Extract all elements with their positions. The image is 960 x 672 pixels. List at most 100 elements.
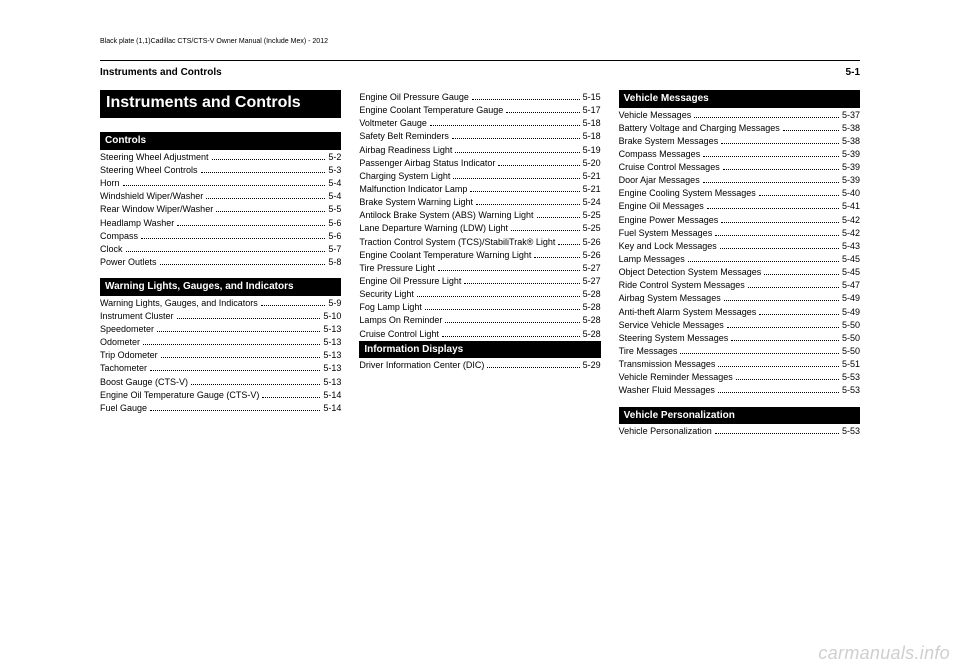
info-displays-heading: Information Displays: [359, 341, 600, 359]
toc-label: Lane Departure Warning (LDW) Light: [359, 222, 508, 234]
toc-page: 5-39: [842, 174, 860, 186]
toc-page: 5-3: [328, 164, 341, 176]
toc-item: Brake System Warning Light5-24: [359, 196, 600, 208]
toc-dots: [177, 318, 321, 319]
toc-page: 5-28: [583, 328, 601, 340]
toc-dots: [694, 117, 839, 118]
vehicle-personalization-list: Vehicle Personalization5-53: [619, 425, 860, 437]
toc-item: Boost Gauge (CTS-V)5-13: [100, 376, 341, 388]
toc-label: Security Light: [359, 288, 414, 300]
toc-dots: [438, 270, 580, 271]
toc-dots: [191, 384, 320, 385]
toc-label: Trip Odometer: [100, 349, 158, 361]
toc-dots: [425, 309, 580, 310]
toc-dots: [721, 143, 839, 144]
page: Instruments and Controls 5-1 Instruments…: [0, 0, 960, 467]
toc-dots: [506, 112, 579, 113]
toc-page: 5-27: [583, 262, 601, 274]
toc-page: 5-42: [842, 214, 860, 226]
toc-page: 5-25: [583, 209, 601, 221]
toc-item: Driver Information Center (DIC) 5-29: [359, 359, 600, 371]
toc-item: Vehicle Reminder Messages5-53: [619, 371, 860, 383]
toc-dots: [261, 305, 326, 306]
toc-item: Tire Pressure Light 5-27: [359, 262, 600, 274]
toc-item: Odometer5-13: [100, 336, 341, 348]
toc-label: Driver Information Center (DIC): [359, 359, 484, 371]
toc-label: Instrument Cluster: [100, 310, 174, 322]
toc-label: Fuel Gauge: [100, 402, 147, 414]
toc-label: Fog Lamp Light: [359, 301, 422, 313]
toc-page: 5-19: [583, 144, 601, 156]
toc-dots: [688, 261, 839, 262]
toc-item: Power Outlets5-8: [100, 256, 341, 268]
toc-dots: [723, 169, 839, 170]
toc-label: Headlamp Washer: [100, 217, 174, 229]
toc-item: Antilock Brake System (ABS) Warning Ligh…: [359, 209, 600, 221]
toc-label: Engine Coolant Temperature Gauge: [359, 104, 503, 116]
toc-dots: [731, 340, 839, 341]
toc-label: Voltmeter Gauge: [359, 117, 427, 129]
toc-page: 5-49: [842, 292, 860, 304]
toc-item: Door Ajar Messages5-39: [619, 174, 860, 186]
toc-item: Ride Control System Messages5-47: [619, 279, 860, 291]
toc-page: 5-41: [842, 200, 860, 212]
toc-page: 5-53: [842, 384, 860, 396]
toc-label: Vehicle Reminder Messages: [619, 371, 733, 383]
toc-page: 5-29: [583, 359, 601, 371]
toc-dots: [537, 217, 580, 218]
toc-item: Instrument Cluster5-10: [100, 310, 341, 322]
toc-label: Cruise Control Light: [359, 328, 439, 340]
toc-dots: [476, 204, 580, 205]
toc-page: 5-38: [842, 135, 860, 147]
toc-page: 5-39: [842, 161, 860, 173]
column-3: Vehicle Messages Vehicle Messages5-37Bat…: [619, 90, 860, 447]
toc-label: Key and Lock Messages: [619, 240, 717, 252]
toc-label: Fuel System Messages: [619, 227, 713, 239]
toc-label: Transmission Messages: [619, 358, 716, 370]
toc-label: Airbag Readiness Light: [359, 144, 452, 156]
toc-page: 5-13: [323, 336, 341, 348]
toc-page: 5-15: [583, 91, 601, 103]
toc-dots: [157, 331, 320, 332]
toc-label: Passenger Airbag Status Indicator: [359, 157, 495, 169]
toc-page: 5-2: [328, 151, 341, 163]
toc-dots: [212, 159, 326, 160]
toc-item: Steering System Messages5-50: [619, 332, 860, 344]
toc-label: Engine Oil Pressure Gauge: [359, 91, 469, 103]
toc-page: 5-6: [328, 230, 341, 242]
toc-dots: [472, 99, 580, 100]
toc-item: Vehicle Messages5-37: [619, 109, 860, 121]
vehicle-messages-heading: Vehicle Messages: [619, 90, 860, 108]
toc-dots: [430, 125, 580, 126]
toc-page: 5-51: [842, 358, 860, 370]
controls-heading: Controls: [100, 132, 341, 150]
toc-page: 5-13: [323, 323, 341, 335]
toc-dots: [417, 296, 580, 297]
toc-page: 5-37: [842, 109, 860, 121]
toc-page: 5-6: [328, 217, 341, 229]
chapter-title: Instruments and Controls: [100, 90, 341, 118]
toc-label: Tire Pressure Light: [359, 262, 435, 274]
toc-label: Engine Coolant Temperature Warning Light: [359, 249, 531, 261]
columns: Instruments and Controls Controls Steeri…: [100, 90, 860, 447]
toc-page: 5-27: [583, 275, 601, 287]
toc-page: 5-45: [842, 253, 860, 265]
toc-label: Malfunction Indicator Lamp: [359, 183, 467, 195]
toc-dots: [534, 257, 579, 258]
toc-label: Vehicle Personalization: [619, 425, 712, 437]
toc-item: Tire Messages5-50: [619, 345, 860, 357]
toc-item: Lamp Messages 5-45: [619, 253, 860, 265]
toc-dots: [470, 191, 579, 192]
toc-item: Compass5-6: [100, 230, 341, 242]
toc-item: Service Vehicle Messages5-50: [619, 319, 860, 331]
toc-page: 5-43: [842, 240, 860, 252]
toc-item: Airbag System Messages5-49: [619, 292, 860, 304]
toc-dots: [715, 235, 839, 236]
toc-label: Lamp Messages: [619, 253, 685, 265]
toc-dots: [464, 283, 579, 284]
toc-dots: [177, 225, 325, 226]
warning-heading: Warning Lights, Gauges, and Indicators: [100, 278, 341, 296]
toc-page: 5-50: [842, 319, 860, 331]
toc-dots: [707, 208, 839, 209]
toc-dots: [680, 353, 839, 354]
